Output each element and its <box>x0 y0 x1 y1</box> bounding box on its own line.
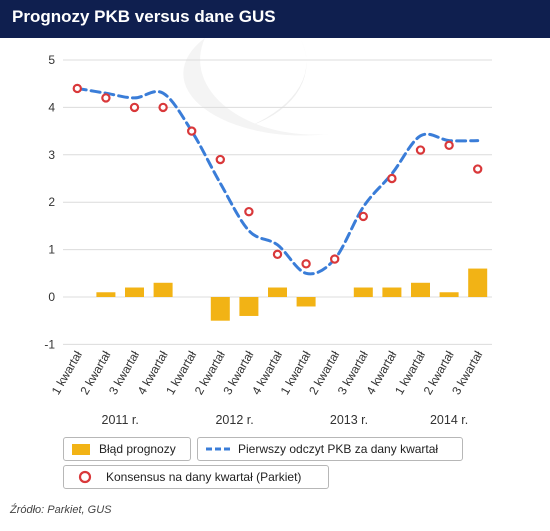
chart-title: Prognozy PKB versus dane GUS <box>12 7 276 26</box>
bar <box>239 297 259 316</box>
data-point <box>186 126 197 136</box>
background-watermark-lower <box>183 38 330 136</box>
data-point <box>301 259 311 269</box>
year-label: 2013 r. <box>330 413 368 427</box>
data-point <box>72 83 83 94</box>
legend-bar-swatch <box>72 443 90 455</box>
legend-bar-label: Błąd prognozy <box>99 442 176 456</box>
year-label: 2011 r. <box>102 413 139 427</box>
legend-line: Pierwszy odczyt PKB za dany kwartał <box>197 437 463 461</box>
bar <box>468 268 488 297</box>
bar <box>96 292 116 297</box>
legend-line-label: Pierwszy odczyt PKB za dany kwartał <box>238 442 439 456</box>
year-label: 2012 r. <box>215 413 253 427</box>
legend-dot: Konsensus na dany kwartał (Parkiet) <box>63 465 329 489</box>
data-point <box>215 154 225 165</box>
bar <box>125 287 144 297</box>
legend-dot-label: Konsensus na dany kwartał (Parkiet) <box>106 470 302 484</box>
data-point <box>101 93 111 103</box>
legend-bar: Błąd prognozy <box>63 437 191 461</box>
bar <box>382 287 402 297</box>
bar <box>268 287 287 297</box>
bar <box>439 292 459 297</box>
grid-lines <box>63 59 492 345</box>
data-point <box>387 173 397 184</box>
dot-series <box>72 83 483 269</box>
data-point <box>158 102 168 113</box>
data-point <box>415 145 426 155</box>
bar-series <box>96 268 488 321</box>
year-labels: 2011 r. 2012 r. 2013 r. 2014 r. <box>102 413 469 427</box>
background-watermark <box>250 38 307 126</box>
y-axis-ticks: -1 0 1 2 3 4 5 <box>44 53 55 351</box>
data-point <box>272 249 283 260</box>
line-series <box>75 86 480 276</box>
y-tick-label: -1 <box>44 337 55 351</box>
y-tick-label: 0 <box>48 290 55 304</box>
bar <box>153 282 173 297</box>
legend-line-swatch <box>206 447 232 451</box>
data-point <box>244 206 254 217</box>
source-note: Źródło: Parkiet, GUS <box>10 504 112 516</box>
bar <box>296 297 316 307</box>
legend-dot-swatch <box>78 470 92 484</box>
bar <box>210 297 230 321</box>
y-tick-label: 2 <box>48 195 55 209</box>
data-point <box>473 164 483 174</box>
data-point <box>358 211 368 222</box>
y-tick-label: 5 <box>48 53 55 67</box>
y-tick-label: 1 <box>48 243 55 257</box>
y-tick-label: 3 <box>48 148 55 162</box>
bar <box>411 282 430 297</box>
series-line <box>75 86 480 276</box>
bar <box>353 287 373 297</box>
year-label: 2014 r. <box>430 413 468 427</box>
data-point <box>129 102 140 113</box>
y-tick-label: 4 <box>48 100 55 114</box>
data-point <box>330 254 340 264</box>
chart-header: Prognozy PKB versus dane GUS <box>0 0 550 38</box>
data-point <box>444 140 454 151</box>
